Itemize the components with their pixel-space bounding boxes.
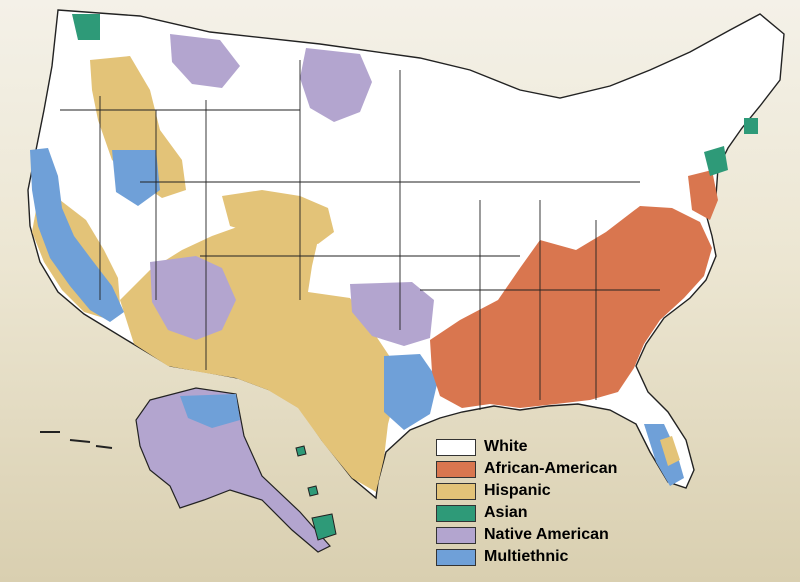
- state-boundaries: [60, 60, 660, 410]
- legend-label-native-american: Native American: [484, 526, 609, 543]
- florida-multiethnic-region: [644, 424, 684, 486]
- legend-swatch-african-american: [436, 460, 476, 478]
- legend-swatch-multiethnic: [436, 548, 476, 566]
- legend-swatch-native-american: [436, 526, 476, 544]
- hawaii-islands: [295, 445, 337, 541]
- african-american-midatlantic-region: [688, 170, 718, 220]
- native-american-montana-region: [170, 34, 240, 88]
- hispanic-northwest-region: [90, 56, 186, 198]
- asian-northeast-region: [704, 146, 728, 176]
- map-legend: White African-American Hispanic Asian Na…: [436, 438, 617, 566]
- multiethnic-texas-coast-region: [384, 354, 438, 430]
- native-american-oklahoma-region: [350, 282, 434, 346]
- legend-item-hispanic: Hispanic: [436, 482, 617, 500]
- legend-item-native-american: Native American: [436, 526, 617, 544]
- legend-item-asian: Asian: [436, 504, 617, 522]
- legend-item-african-american: African-American: [436, 460, 617, 478]
- multiethnic-california-region: [30, 148, 124, 322]
- legend-swatch-asian: [436, 504, 476, 522]
- multiethnic-nevada-region: [112, 150, 160, 206]
- alaska-multiethnic-region: [180, 394, 240, 428]
- legend-item-white: White: [436, 438, 617, 456]
- asian-boston-region: [744, 118, 758, 134]
- legend-label-white: White: [484, 438, 528, 455]
- legend-label-asian: Asian: [484, 504, 528, 521]
- asian-washington-region: [72, 14, 100, 40]
- legend-label-hispanic: Hispanic: [484, 482, 551, 499]
- alaska-shape: [135, 387, 331, 553]
- alaska-aleutian-islands: [40, 431, 113, 449]
- legend-label-african-american: African-American: [484, 460, 618, 477]
- native-american-dakotas-region: [300, 48, 372, 122]
- florida-hispanic-region: [660, 436, 680, 466]
- legend-label-multiethnic: Multiethnic: [484, 548, 569, 565]
- native-american-southwest-region: [150, 256, 236, 340]
- african-american-south-region: [430, 206, 712, 408]
- legend-item-multiethnic: Multiethnic: [436, 548, 617, 566]
- legend-swatch-white: [436, 438, 476, 456]
- legend-swatch-hispanic: [436, 482, 476, 500]
- hispanic-plains-region: [222, 190, 334, 244]
